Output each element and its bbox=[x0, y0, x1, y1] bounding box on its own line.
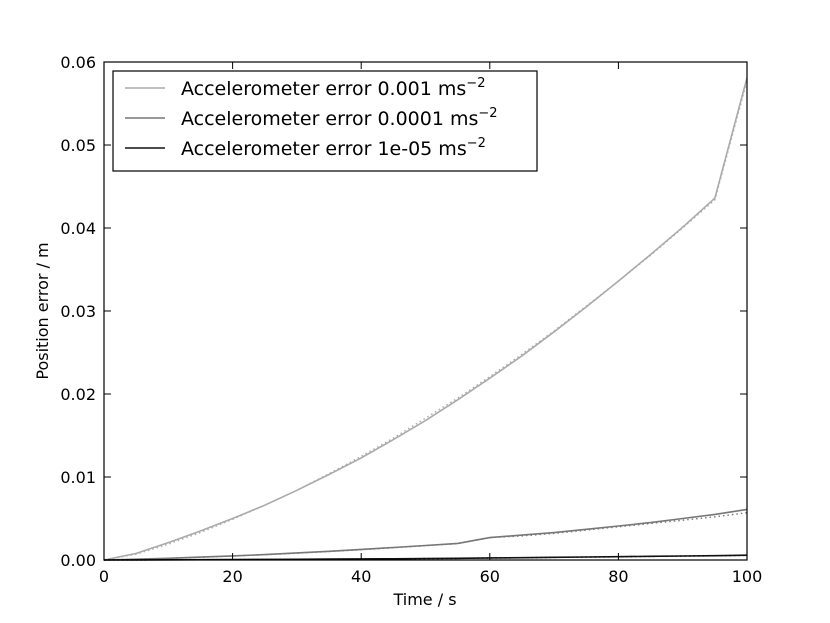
y-tick-label: 0.06 bbox=[60, 53, 96, 72]
x-tick-label: 20 bbox=[222, 567, 242, 586]
ticks-layer: 0 20 40 60 80 100 0.00 0.01 0.02 0.03 0.04 0.05 0.06 bbox=[60, 53, 762, 586]
legend-box bbox=[112, 70, 538, 172]
x-tick-label: 100 bbox=[732, 567, 763, 586]
y-tick-label: 0.00 bbox=[60, 551, 96, 570]
series-layer bbox=[103, 77, 748, 561]
legend-label-2: Accelerometer error 0.0001 ms−2 bbox=[181, 106, 498, 130]
x-axis-label: Time / s bbox=[392, 590, 456, 609]
y-tick-label: 0.04 bbox=[60, 219, 96, 238]
series-line-2 bbox=[103, 508, 748, 561]
x-tick-label: 80 bbox=[608, 567, 628, 586]
x-tick-label: 60 bbox=[480, 567, 500, 586]
x-tick-label: 40 bbox=[351, 567, 371, 586]
legend: Accelerometer error 0.001 ms−2 Accelerome… bbox=[112, 70, 538, 172]
y-tick-label: 0.03 bbox=[60, 302, 96, 321]
y-tick-label: 0.01 bbox=[60, 468, 96, 487]
x-tick-label: 0 bbox=[99, 567, 109, 586]
series-line-1 bbox=[103, 77, 748, 561]
series-fit-line-2 bbox=[103, 512, 748, 561]
y-tick-label: 0.05 bbox=[60, 136, 96, 155]
y-axis-label: Position error / m bbox=[33, 242, 52, 379]
y-tick-label: 0.02 bbox=[60, 385, 96, 404]
legend-label-1: Accelerometer error 0.001 ms−2 bbox=[181, 76, 485, 100]
legend-label-3: Accelerometer error 1e-05 ms−2 bbox=[181, 136, 486, 160]
